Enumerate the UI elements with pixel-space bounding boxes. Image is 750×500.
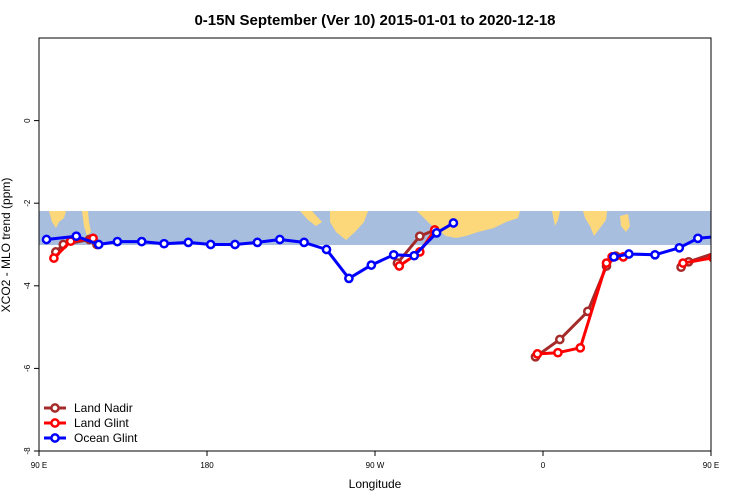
data-point [366, 260, 377, 270]
data-point [388, 249, 399, 260]
y-tick-label: 0 [23, 118, 32, 123]
data-point [41, 234, 52, 245]
data-point [741, 241, 748, 248]
data-point [674, 242, 685, 253]
land-philippines [49, 211, 66, 228]
series-layer [41, 218, 750, 362]
land-central-america [300, 211, 322, 226]
data-point [747, 235, 750, 242]
x-axis: 90 E 180 90 W 0 90 E [31, 451, 719, 470]
data-point [553, 347, 563, 358]
series-line [681, 256, 711, 265]
legend-label: Land Glint [74, 416, 129, 430]
data-point [183, 237, 194, 248]
data-point [414, 231, 425, 242]
data-point [230, 239, 240, 250]
data-point [448, 218, 459, 228]
data-point [719, 233, 726, 240]
data-point [721, 238, 728, 245]
data-point [409, 250, 420, 261]
land-island-b [620, 214, 630, 232]
chart-title: 0-15N September (Ver 10) 2015-01-01 to 2… [194, 12, 555, 29]
data-point [678, 258, 688, 268]
x-axis-label: Longitude [349, 477, 402, 491]
data-point [49, 253, 59, 263]
data-point [728, 238, 735, 245]
data-point [159, 238, 169, 249]
x-tick-label: 0 [541, 461, 546, 470]
data-point [431, 228, 442, 238]
series-land-nadir [50, 225, 750, 362]
data-point [71, 231, 82, 242]
x-tick-label: 90 E [31, 461, 47, 470]
data-point [575, 342, 586, 353]
data-point [252, 237, 263, 248]
x-tick-label: 90 W [366, 461, 385, 470]
y-tick-label: -6 [23, 364, 32, 372]
x-tick-label: 90 E [703, 461, 719, 470]
data-point [112, 236, 123, 247]
data-point [708, 253, 711, 263]
data-point [693, 233, 703, 244]
data-point [299, 237, 309, 248]
data-point [743, 235, 750, 242]
legend-swatch-marker [50, 403, 60, 413]
data-point [93, 239, 104, 250]
data-point [532, 349, 543, 359]
data-point [624, 249, 634, 259]
legend-label: Ocean Glint [74, 431, 138, 445]
data-point [274, 234, 285, 245]
y-tick-label: -8 [23, 447, 32, 455]
land-southeast-asia [583, 211, 607, 236]
y-tick-label: -2 [23, 199, 32, 207]
series-land-glint [49, 225, 750, 359]
data-point [715, 248, 722, 255]
series-line [535, 255, 625, 356]
data-point [554, 334, 565, 345]
data-point [609, 252, 619, 262]
land-island-a [82, 211, 91, 236]
land-south-america [330, 211, 368, 240]
data-point [601, 258, 612, 268]
land-india [552, 211, 560, 226]
x-tick-label: 180 [200, 461, 214, 470]
y-axis: 0 -2 -4 -6 -8 [23, 118, 39, 455]
y-tick-label: -4 [23, 282, 32, 290]
series-line [612, 235, 711, 259]
world-map-band [39, 211, 711, 245]
data-point [205, 239, 216, 250]
data-point [136, 236, 147, 247]
y-axis-label: XCO2 - MLO trend (ppm) [0, 178, 13, 313]
legend-swatch-marker [50, 433, 60, 443]
legend-swatch-marker [50, 418, 60, 428]
data-point [344, 273, 354, 284]
data-point [394, 261, 405, 271]
data-point [650, 249, 660, 260]
data-point [321, 244, 332, 255]
land-africa [417, 211, 520, 238]
legend-label: Land Nadir [74, 401, 133, 415]
series-ocean-glint [41, 218, 748, 284]
